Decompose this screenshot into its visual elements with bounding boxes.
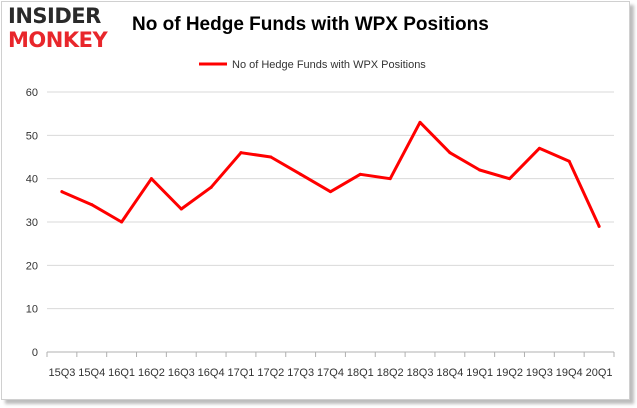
- x-tick-label: 15Q4: [78, 367, 105, 379]
- logo-line2: MONKEY: [8, 28, 108, 52]
- data-point: [478, 168, 482, 172]
- x-tick-label: 19Q3: [526, 367, 553, 379]
- series-line: [60, 120, 601, 228]
- x-tick-label: 16Q2: [138, 367, 165, 379]
- data-point: [120, 220, 124, 224]
- data-point: [567, 159, 571, 163]
- data-point: [60, 190, 64, 194]
- y-tick-label: 60: [26, 87, 38, 99]
- data-point: [508, 177, 512, 181]
- x-tick-label: 17Q4: [317, 367, 344, 379]
- x-tick-label: 18Q4: [436, 367, 463, 379]
- y-tick-label: 10: [26, 304, 38, 316]
- data-point: [597, 224, 601, 228]
- x-tick-label: 17Q2: [257, 367, 284, 379]
- x-tick-label: 18Q1: [347, 367, 374, 379]
- x-tick-label: 17Q3: [287, 367, 314, 379]
- data-point: [149, 177, 153, 181]
- data-point: [239, 151, 243, 155]
- x-tick-label: 16Q1: [108, 367, 135, 379]
- y-tick-label: 30: [26, 217, 38, 229]
- x-tick-label: 18Q3: [407, 367, 434, 379]
- x-tick-label: 16Q4: [198, 367, 225, 379]
- y-tick-label: 0: [32, 347, 38, 359]
- data-point: [179, 207, 183, 211]
- chart-frame: [1, 1, 630, 400]
- y-tick-label: 40: [26, 174, 38, 186]
- x-tick-label: 17Q1: [228, 367, 255, 379]
- data-point: [90, 203, 94, 207]
- data-point: [329, 190, 332, 194]
- x-tick-label: 19Q1: [466, 367, 493, 379]
- x-tick-label: 19Q4: [556, 367, 583, 379]
- data-point: [269, 155, 273, 159]
- x-tick-label: 20Q1: [586, 367, 613, 379]
- data-point: [537, 146, 541, 150]
- data-point: [299, 172, 303, 176]
- logo-line1: INSIDER: [8, 4, 101, 28]
- y-tick-label: 20: [26, 260, 38, 272]
- data-point: [209, 185, 213, 189]
- data-point: [358, 172, 362, 176]
- insider-monkey-logo: INSIDER MONKEY: [8, 4, 120, 54]
- data-point: [448, 151, 452, 155]
- x-tick-label: 16Q3: [168, 367, 195, 379]
- legend-label: No of Hedge Funds with WPX Positions: [232, 59, 426, 71]
- y-tick-label: 50: [26, 130, 38, 142]
- chart-title: No of Hedge Funds with WPX Positions: [132, 14, 489, 35]
- data-point: [418, 120, 422, 124]
- x-tick-label: 18Q2: [377, 367, 404, 379]
- x-tick-label: 19Q2: [496, 367, 523, 379]
- data-point: [388, 177, 392, 181]
- x-tick-label: 15Q3: [48, 367, 75, 379]
